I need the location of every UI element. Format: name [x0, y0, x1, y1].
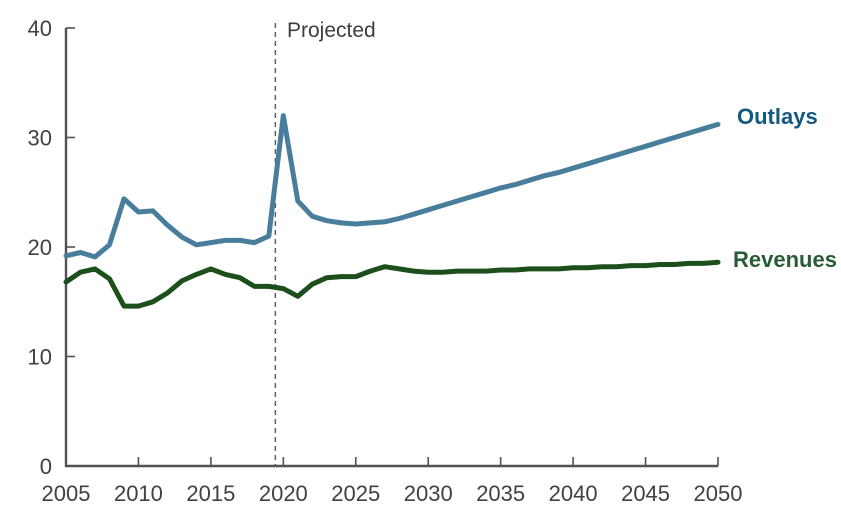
x-tick-label: 2010	[114, 481, 163, 506]
x-tick-label: 2050	[694, 481, 743, 506]
revenues-series-label: Revenues	[733, 247, 837, 272]
x-tick-label: 2045	[621, 481, 670, 506]
axis-lines	[64, 28, 718, 468]
projected-period-label: Projected	[287, 19, 376, 42]
y-tick-label: 0	[40, 454, 52, 479]
outlays-series-label: Outlays	[737, 104, 818, 129]
y-tick-label: 10	[28, 345, 52, 370]
y-tick-label: 40	[28, 16, 52, 41]
x-tick-label: 2005	[42, 481, 91, 506]
x-tick-label: 2030	[404, 481, 453, 506]
outlays-line	[63, 113, 721, 260]
y-tick-label: 20	[28, 235, 52, 260]
y-tick-label: 30	[28, 126, 52, 151]
revenues-line	[63, 259, 721, 309]
x-tick-label: 2025	[331, 481, 380, 506]
x-tick-label: 2035	[476, 481, 525, 506]
x-tick-label: 2040	[549, 481, 598, 506]
x-tick-label: 2015	[186, 481, 235, 506]
x-tick-label: 2020	[259, 481, 308, 506]
